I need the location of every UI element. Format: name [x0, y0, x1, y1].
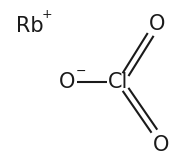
Text: +: +	[41, 8, 52, 21]
Text: O: O	[153, 135, 169, 155]
Text: O: O	[59, 72, 75, 92]
Text: Rb: Rb	[16, 16, 44, 36]
Text: O: O	[149, 14, 165, 34]
Text: −: −	[76, 65, 86, 78]
Text: Cl: Cl	[108, 72, 128, 92]
